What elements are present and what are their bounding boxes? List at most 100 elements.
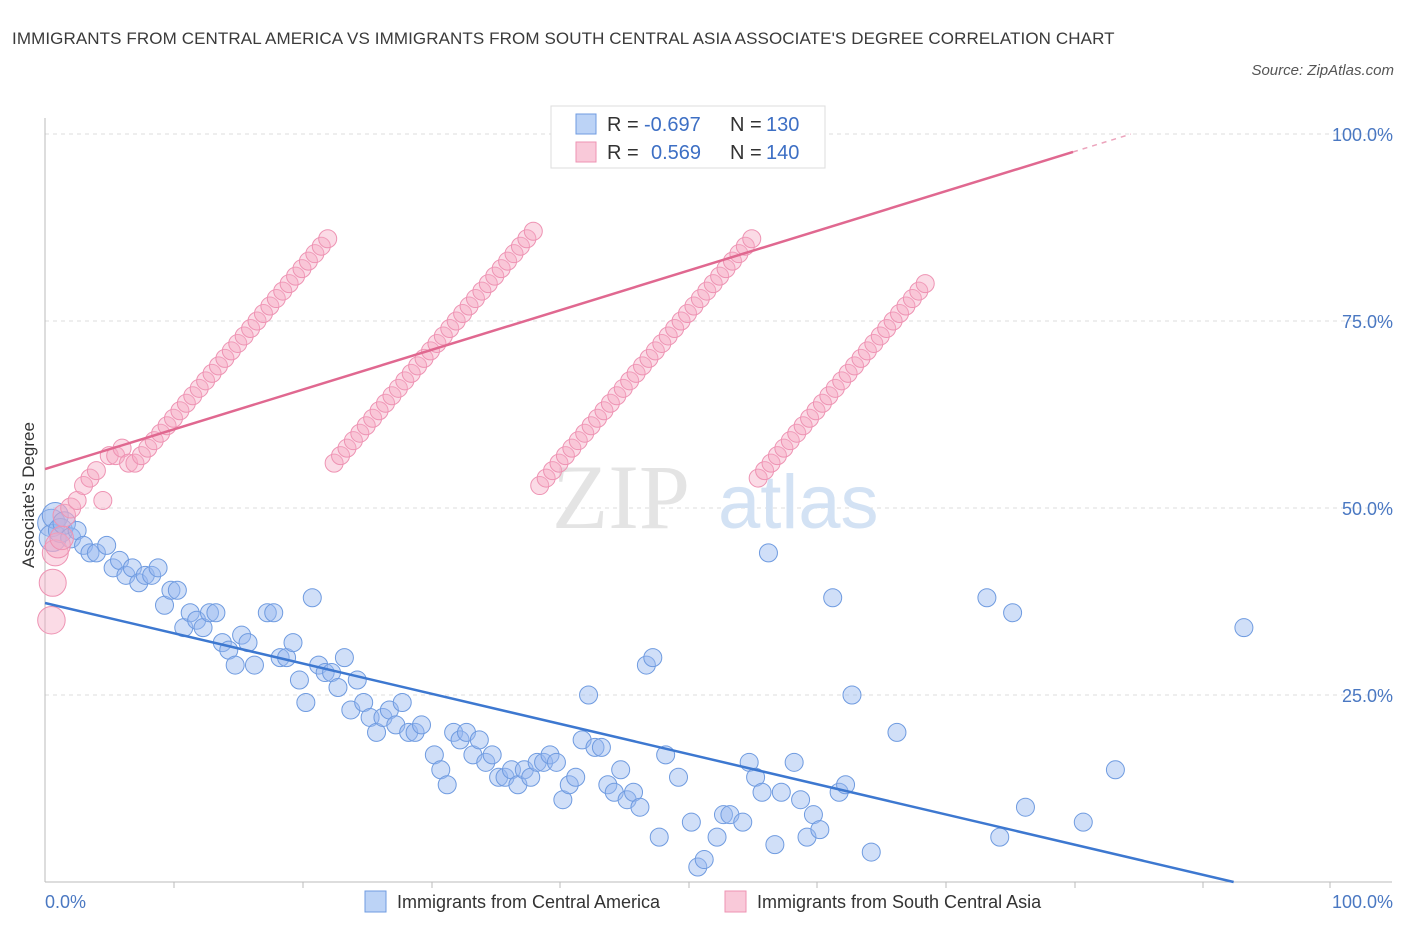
south-central-asia-point: [845, 356, 865, 376]
stats-legend: R = -0.697 N = 130 R = 0.569 N = 140: [550, 105, 826, 169]
south-central-asia-point: [530, 476, 550, 496]
central-america-point: [257, 603, 277, 623]
south-central-asia-point: [870, 326, 890, 346]
central-america-point: [328, 678, 348, 698]
south-central-asia-point: [678, 304, 697, 324]
trend-line-south-central-asia-extension: [1072, 133, 1132, 153]
south-central-asia-point: [228, 333, 248, 353]
central-america-point: [713, 805, 733, 825]
central-america-point: [688, 857, 708, 877]
stats-n-value-pink: 140: [766, 142, 799, 164]
stats-legend-pink-swatch: [575, 141, 597, 163]
south-central-asia-point: [183, 386, 203, 406]
y-tick-label-25: 25.0%: [1342, 686, 1393, 706]
south-central-asia-point: [208, 356, 228, 376]
stats-r-value-pink: 0.569: [651, 142, 701, 164]
central-america-point: [482, 745, 502, 765]
central-america-point: [579, 685, 599, 705]
south-central-asia-point: [690, 289, 710, 309]
south-central-asia-point: [510, 236, 530, 256]
south-central-asia-point: [356, 416, 376, 436]
central-america-point: [437, 775, 457, 795]
y-tick-labels: 25.0% 50.0% 75.0% 100.0%: [1332, 125, 1393, 706]
south-central-asia-point: [812, 393, 832, 413]
central-america-point: [649, 827, 669, 847]
central-america-point: [765, 835, 785, 855]
y-tick-label-100: 100.0%: [1332, 125, 1393, 145]
x-tick-label-min: 0.0%: [45, 892, 86, 912]
central-america-point: [861, 842, 881, 862]
central-america-point: [225, 655, 245, 675]
south-central-asia-point: [298, 251, 318, 271]
south-central-asia-point: [350, 423, 370, 443]
south-central-asia-point: [504, 244, 524, 264]
x-tick-label-max: 100.0%: [1332, 892, 1393, 912]
south-central-asia-point: [639, 348, 659, 368]
south-central-asia-point: [800, 408, 820, 428]
south-central-asia-point: [633, 356, 653, 376]
south-central-asia-point: [607, 386, 627, 406]
south-central-asia-point: [902, 289, 922, 309]
south-central-asia-point: [215, 348, 235, 368]
central-america-point: [669, 767, 689, 787]
grid-lines: [45, 133, 1390, 696]
central-america-point: [469, 730, 489, 750]
legend-swatch-central-america: [364, 890, 387, 913]
south-central-asia-point: [247, 311, 267, 331]
south-central-asia-point: [459, 296, 479, 316]
stats-r-label-pink: R =: [607, 142, 639, 164]
south-central-asia-point: [80, 468, 100, 488]
south-central-asia-point: [767, 446, 787, 466]
south-central-asia-point: [697, 281, 717, 301]
south-central-asia-point: [671, 311, 691, 331]
south-central-asia-point: [49, 525, 74, 551]
south-central-asia-point: [588, 408, 608, 428]
south-central-asia-point: [665, 318, 685, 338]
central-america-point: [707, 827, 727, 847]
south-central-asia-point: [581, 416, 601, 436]
central-america-point: [60, 527, 82, 549]
central-america-point: [264, 603, 284, 623]
south-central-asia-point: [658, 326, 678, 346]
south-central-asia-point: [440, 318, 460, 338]
south-central-asia-point: [286, 266, 306, 286]
central-america-point: [232, 625, 252, 645]
south-central-asia-point: [202, 363, 222, 383]
trend-lines: [44, 133, 1234, 884]
axes: [44, 118, 1392, 888]
south-central-asia-point: [517, 229, 537, 249]
south-central-asia-point: [253, 304, 273, 324]
south-central-asia-point: [498, 251, 518, 271]
central-america-point: [752, 782, 772, 802]
y-tick-label-75: 75.0%: [1342, 312, 1393, 332]
central-america-point: [784, 752, 804, 772]
central-america-point: [681, 812, 701, 832]
south-central-asia-point: [343, 431, 363, 451]
central-america-point: [289, 670, 309, 690]
central-america-point: [887, 722, 907, 742]
central-america-point: [546, 752, 566, 772]
central-america-point: [161, 580, 181, 600]
central-america-point: [598, 775, 618, 795]
central-america-point: [823, 588, 843, 608]
south-central-asia-point: [761, 453, 781, 473]
south-central-asia-point: [806, 401, 826, 421]
central-america-point: [559, 775, 579, 795]
central-america-point: [206, 603, 226, 623]
south-central-asia-point: [896, 296, 916, 316]
central-america-point: [97, 535, 117, 555]
south-central-asia-point: [131, 446, 151, 466]
south-central-asia-point: [883, 311, 903, 331]
y-tick-label-50: 50.0%: [1342, 499, 1393, 519]
south-central-asia-point: [755, 461, 775, 481]
south-central-asia-point: [613, 378, 633, 398]
south-central-asia-point: [825, 378, 845, 398]
south-central-asia-point: [703, 274, 723, 294]
stats-r-value-blue: -0.697: [644, 114, 701, 136]
south-central-asia-point: [60, 497, 82, 519]
x-tick-labels: 0.0% 100.0%: [45, 892, 1393, 912]
south-central-asia-point: [164, 408, 183, 428]
south-central-asia-point: [382, 386, 402, 406]
south-central-asia-point: [37, 605, 66, 635]
central-america-point: [791, 790, 811, 810]
